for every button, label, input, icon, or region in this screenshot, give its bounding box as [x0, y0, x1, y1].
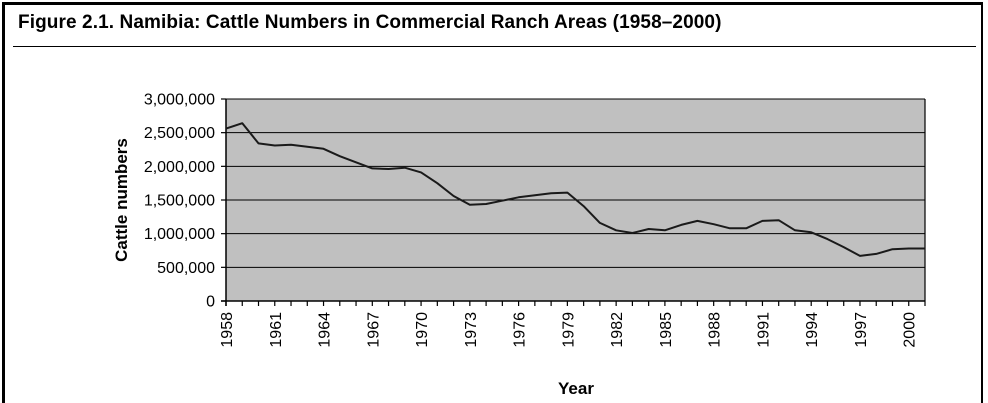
- x-tick-label: 1979: [560, 312, 577, 348]
- figure-title: Figure 2.1. Namibia: Cattle Numbers in C…: [18, 12, 722, 33]
- y-tick-label: 2,500,000: [144, 125, 215, 142]
- x-tick-label: 1976: [512, 312, 529, 348]
- x-tick-label: 1988: [707, 312, 724, 348]
- x-tick-label: 1994: [804, 312, 821, 348]
- x-tick-label: 1964: [317, 312, 334, 348]
- x-tick-label: 1961: [268, 312, 285, 348]
- x-tick-label: 1958: [219, 312, 236, 348]
- x-axis-title: Year: [558, 379, 594, 398]
- y-tick-label: 0: [206, 294, 215, 311]
- x-tick-label: 1985: [658, 312, 675, 348]
- x-tick-label: 1967: [365, 312, 382, 348]
- y-tick-label: 2,000,000: [144, 159, 215, 176]
- axes: [221, 98, 926, 306]
- x-tick-label: 1973: [463, 312, 480, 348]
- y-tick-label: 1,000,000: [144, 226, 215, 243]
- x-tick-label: 1982: [609, 312, 626, 348]
- y-tick-label: 1,500,000: [144, 193, 215, 210]
- x-tick-label: 1997: [853, 312, 870, 348]
- x-axis-ticks: 1958 1961 1964 1967 1970 1973 1976 1979 1982 1985…: [219, 301, 926, 348]
- y-axis-title: Cattle numbers: [112, 138, 131, 262]
- y-tick-label: 3,000,000: [144, 92, 215, 109]
- series-line: [225, 122, 925, 257]
- x-tick-label: 1991: [755, 312, 772, 348]
- x-tick-label: 1970: [414, 312, 431, 348]
- y-axis-ticks: 0 500,000 1,000,000 1,500,000 2,000,000 2,500…: [144, 92, 226, 311]
- x-tick-label: 2000: [902, 312, 919, 348]
- title-rule: [13, 46, 976, 47]
- y-tick-label: 500,000: [157, 260, 215, 277]
